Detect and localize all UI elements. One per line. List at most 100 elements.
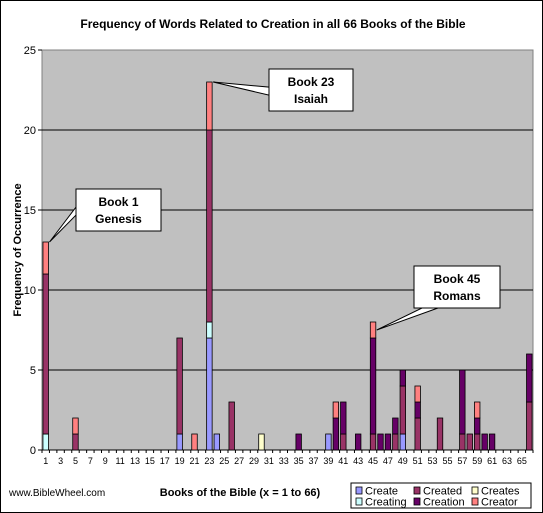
bar-book-59-creation: [474, 417, 481, 435]
x-axis-ticks: 1 3 5 7 9 11 13 15 17 19 21 23 25 27 29 31 33 35 37 39 41 43 4…: [41, 450, 534, 466]
legend-swatch-creation: [413, 497, 421, 506]
x-tick-label-45: 45: [368, 456, 378, 466]
x-tick-label-55: 55: [442, 456, 452, 466]
x-tick-label-23: 23: [204, 456, 214, 466]
bar-book-60-creation: [481, 433, 488, 451]
x-tick-label-9: 9: [103, 456, 108, 466]
bar-book-39-create: [325, 433, 332, 451]
legend-label-created: Created: [423, 486, 462, 498]
x-tick-label-31: 31: [264, 456, 274, 466]
x-axis-title: Books of the Bible (x = 1 to 66): [160, 487, 321, 499]
bar-book-23-created: [206, 129, 213, 323]
bar-book-57-creation: [459, 369, 466, 435]
x-tick-label-13: 13: [130, 456, 140, 466]
legend-swatch-creator: [471, 497, 479, 506]
callout-name-book-1: Genesis: [95, 212, 142, 226]
legend-label-creates: Creates: [481, 486, 520, 498]
legend-box: [350, 482, 532, 509]
bar-book-66-created: [526, 401, 533, 451]
callout-title-book-45: Book 45: [434, 272, 481, 286]
bar-book-47-creation: [384, 433, 392, 451]
bar-book-49-created: [399, 385, 406, 435]
bar-book-40-creator: [332, 401, 340, 419]
legend-swatch-created: [413, 486, 421, 495]
bar-book-1-created: [42, 273, 49, 435]
bar-book-54-created: [436, 417, 444, 451]
bar-book-5-creator: [72, 417, 79, 435]
y-tick-label-20: 20: [24, 125, 36, 137]
bar-book-66-creation: [526, 353, 533, 403]
x-tick-label-59: 59: [472, 456, 482, 466]
x-tick-label-37: 37: [309, 456, 319, 466]
bar-book-19-created: [176, 337, 183, 435]
bars-group: [42, 81, 533, 451]
bar-book-19-create: [176, 433, 183, 451]
bar-book-23-create: [206, 337, 213, 451]
bar-book-49-create: [399, 433, 406, 451]
callout-name-book-45: Romans: [433, 289, 481, 303]
bar-book-23-creating: [206, 321, 213, 339]
x-tick-label-17: 17: [160, 456, 170, 466]
bar-book-45-creation: [369, 337, 377, 435]
bar-book-58-created: [466, 433, 473, 451]
bar-book-26-created: [228, 401, 235, 451]
bar-book-5-created: [72, 433, 79, 451]
callout-title-book-23: Book 23: [288, 75, 335, 89]
y-tick-label-10: 10: [24, 285, 36, 297]
bar-book-41-creation: [340, 401, 347, 435]
legend-swatch-creating: [355, 497, 363, 506]
x-tick-label-63: 63: [502, 456, 512, 466]
bar-book-43-creation: [355, 433, 362, 451]
bar-book-1-creating: [42, 433, 49, 451]
bar-book-45-creator: [369, 321, 377, 339]
x-tick-label-65: 65: [517, 456, 527, 466]
bar-book-30-creates: [258, 433, 265, 451]
callout-box-book-1: [75, 188, 162, 232]
y-tick-label-15: 15: [24, 205, 36, 217]
chart-title: Frequency of Words Related to Creation i…: [80, 17, 465, 31]
bar-book-51-created: [414, 417, 421, 451]
callout-box-book-45: [413, 265, 501, 309]
bar-book-1-creator: [42, 241, 49, 275]
legend-label-creation: Creation: [423, 497, 465, 509]
x-tick-label-11: 11: [115, 456, 124, 466]
callouts-group: Book 1 Genesis Book 23 Isaiah Book 45 Romans: [49, 68, 501, 331]
x-tick-label-3: 3: [58, 456, 63, 466]
x-tick-label-35: 35: [294, 456, 304, 466]
x-tick-label-7: 7: [88, 456, 93, 466]
bar-book-57-created: [459, 433, 466, 451]
bar-book-21-creator: [191, 433, 198, 451]
x-tick-label-1: 1: [43, 456, 48, 466]
bar-book-23-creator: [206, 81, 213, 131]
bar-book-48-creation: [392, 417, 399, 435]
x-tick-label-41: 41: [338, 456, 348, 466]
x-tick-label-39: 39: [323, 456, 333, 466]
bar-book-24-create: [213, 433, 220, 451]
y-tick-label-0: 0: [30, 445, 36, 457]
plot-area: [41, 49, 534, 451]
bar-book-49-creation: [399, 369, 406, 387]
legend-swatch-creates: [471, 486, 479, 495]
bar-book-46-creation: [377, 433, 384, 451]
x-tick-label-21: 21: [189, 456, 199, 466]
x-tick-label-61: 61: [487, 456, 497, 466]
y-axis-title: Frequency of Occurrence: [12, 183, 24, 316]
x-tick-label-5: 5: [73, 456, 78, 466]
legend-label-create: Create: [365, 486, 398, 498]
bar-book-48-created: [392, 433, 399, 451]
x-tick-label-27: 27: [234, 456, 244, 466]
legend: Create Created Creates Creating Creation Crea…: [350, 482, 532, 509]
source-credit: www.BibleWheel.com: [8, 488, 105, 499]
bar-book-51-creation: [414, 401, 421, 419]
legend-swatch-create: [355, 486, 363, 495]
x-tick-label-25: 25: [219, 456, 229, 466]
x-tick-label-49: 49: [398, 456, 408, 466]
callout-box-book-23: [268, 68, 354, 112]
bar-book-40-creation: [332, 417, 340, 451]
bar-book-51-creator: [414, 385, 421, 403]
x-tick-label-47: 47: [383, 456, 393, 466]
y-tick-label-5: 5: [30, 365, 36, 377]
y-axis-ticks: 0 5 10 15 20 25: [24, 45, 42, 457]
bar-book-61-creation: [488, 433, 496, 451]
